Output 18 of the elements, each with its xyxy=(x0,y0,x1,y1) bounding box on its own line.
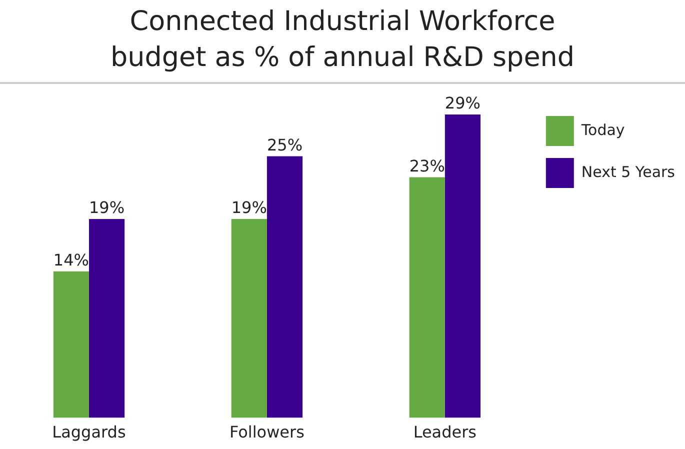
data-label: 25% xyxy=(266,135,303,154)
legend-label: Next 5 Years xyxy=(581,162,676,181)
x-tick-label: Followers xyxy=(229,422,304,442)
chart-title: Connected Industrial Workforce budget as % of annual R&D spend xyxy=(109,5,576,75)
data-label: 23% xyxy=(409,156,445,176)
data-label: 14% xyxy=(53,250,89,270)
bar xyxy=(231,219,267,418)
legend-label: Today xyxy=(580,120,625,139)
bar xyxy=(444,114,481,418)
data-label: 19% xyxy=(231,198,267,218)
data-label: 19% xyxy=(89,198,125,218)
data-label: 29% xyxy=(444,94,480,113)
bar xyxy=(88,219,125,418)
x-tick-label: Leaders xyxy=(413,422,477,442)
bar xyxy=(53,271,89,418)
x-tick-label: Laggards xyxy=(52,422,126,442)
bar xyxy=(409,177,445,418)
bar xyxy=(266,156,303,418)
